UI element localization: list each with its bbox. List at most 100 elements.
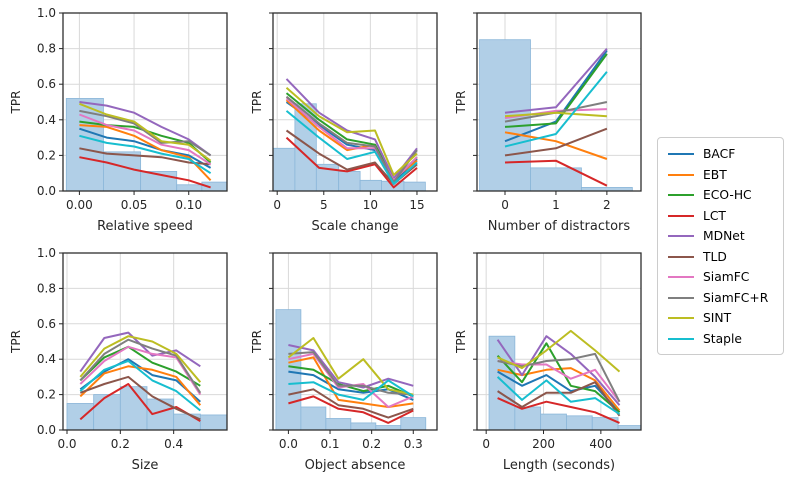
legend-item-EBT: EBT [658,165,783,186]
x-tick-label: 0.00 [66,198,93,212]
x-tick-label: 2 [603,198,611,212]
series-line-SiamFC+R [79,338,202,394]
legend-item-LCT: LCT [658,206,783,227]
legend-label: SiamFC+R [703,290,769,305]
x-axis-label: Number of distractors [488,219,631,234]
histogram-bar [350,422,377,431]
x-tick-label: 5 [320,198,328,212]
x-tick-label: 0 [273,198,281,212]
y-tick-label: 0.8 [37,42,56,56]
histogram-bar [176,184,203,192]
y-axis-label: TPR [250,91,264,115]
axes-frame [62,252,228,431]
series-line-SINT [504,111,607,118]
axes-frame [272,12,438,192]
x-tick-label: 1 [552,198,560,212]
y-axis-label: TPR [9,330,23,354]
y-axis-label: TPR [250,330,264,354]
axes-frame [476,252,642,431]
y-tick-label: 0.2 [37,388,56,402]
x-tick-label: 0.4 [164,437,183,451]
axes-frame [62,12,228,192]
series-line-EBT [288,356,414,408]
histogram-bar [146,398,175,431]
x-tick-label: 10 [363,198,378,212]
x-axis-label: Scale change [312,219,399,234]
series-line-MDNet [504,47,608,114]
series-line-EBT [504,131,608,160]
histogram-bar [375,425,402,431]
series-line-Staple [79,134,212,175]
histogram-bar [359,179,382,192]
series-line-TLD [79,375,201,421]
series-line-SiamFC [497,360,621,403]
series-line-SiamFC [79,113,212,166]
legend-line-swatch [668,173,694,176]
legend-item-SINT: SINT [658,308,783,329]
histogram-bar [272,147,296,192]
x-tick-label: 200 [532,437,555,451]
y-tick-label: 0.6 [37,317,56,331]
series-line-SiamFC+R [285,95,418,184]
x-tick-label: 0.3 [404,437,423,451]
x-tick-label: 0.10 [175,198,202,212]
axes-frame [272,252,438,431]
histogram-bar [530,167,582,192]
series-line-Staple [288,379,414,401]
y-tick-label: 0.4 [37,113,56,127]
x-tick-label: 0.05 [121,198,148,212]
legend-line-swatch [668,153,694,156]
series-line-LCT [288,395,414,424]
x-axis-label: Relative speed [97,219,193,234]
legend-line-swatch [668,276,694,279]
subplot-size: 0.0 0.2 0.4 0.0 0.2 0.4 0.6 0.8 1.0 Size TPR [9,246,228,473]
histogram-bar [338,171,361,192]
y-tick-label: 0.6 [37,77,56,91]
histogram-bar [275,309,302,431]
histogram-bar [66,403,95,431]
series-line-MDNet [79,101,212,157]
series-line-Staple [496,376,621,415]
subplot-relative-speed: 0.00 0.05 0.10 0.0 0.2 0.4 0.6 0.8 1.0 Relative s… [9,6,228,234]
series-line-Staple [285,110,418,185]
legend-item-ECO-HC: ECO-HC [658,185,783,206]
x-axis-label: Length (seconds) [503,458,615,473]
legend-label: MDNet [703,229,745,244]
x-tick-label: 0 [501,198,509,212]
histogram-bar [617,425,642,431]
series-line-Staple [504,71,608,148]
x-tick-label: 0.2 [362,437,381,451]
legend: BACF EBT ECO-HC LCT MDNet TLD SiamFC SiamFC+R SI… [657,137,784,355]
legend-label: BACF [703,147,736,162]
legend-item-Staple: Staple [658,329,783,350]
series-line-MDNet [285,78,418,180]
y-tick-label: 0.0 [37,423,56,437]
series-line-ECO-HC [504,53,608,128]
histogram-bar [325,418,352,431]
legend-item-TLD: TLD [658,247,783,268]
series-line-SINT [287,337,414,396]
series-line-EBT [497,367,621,412]
y-tick-label: 1.0 [37,246,56,260]
y-tick-label: 0.4 [37,352,56,366]
legend-item-SiamFC: SiamFC [658,267,783,288]
x-tick-label: 0.1 [320,437,339,451]
histogram-bar [514,406,542,431]
x-tick-label: 0.0 [279,437,298,451]
series-line-BACF [79,127,212,169]
series-line-MDNet [288,344,414,389]
x-tick-label: 0 [482,437,490,451]
legend-line-swatch [668,337,694,340]
subplot-number-of-distractors: 0 1 2 Number of distractors TPR [454,12,642,234]
x-tick-label: 400 [589,437,612,451]
y-axis-label: TPR [9,91,23,115]
series-line-MDNet [496,335,621,406]
legend-item-SiamFC+R: SiamFC+R [658,288,783,309]
series-line-SINT [285,87,418,176]
histogram-bar [566,415,593,431]
series-line-BACF [497,370,621,413]
series-line-LCT [504,159,608,187]
series-line-TLD [79,147,211,166]
